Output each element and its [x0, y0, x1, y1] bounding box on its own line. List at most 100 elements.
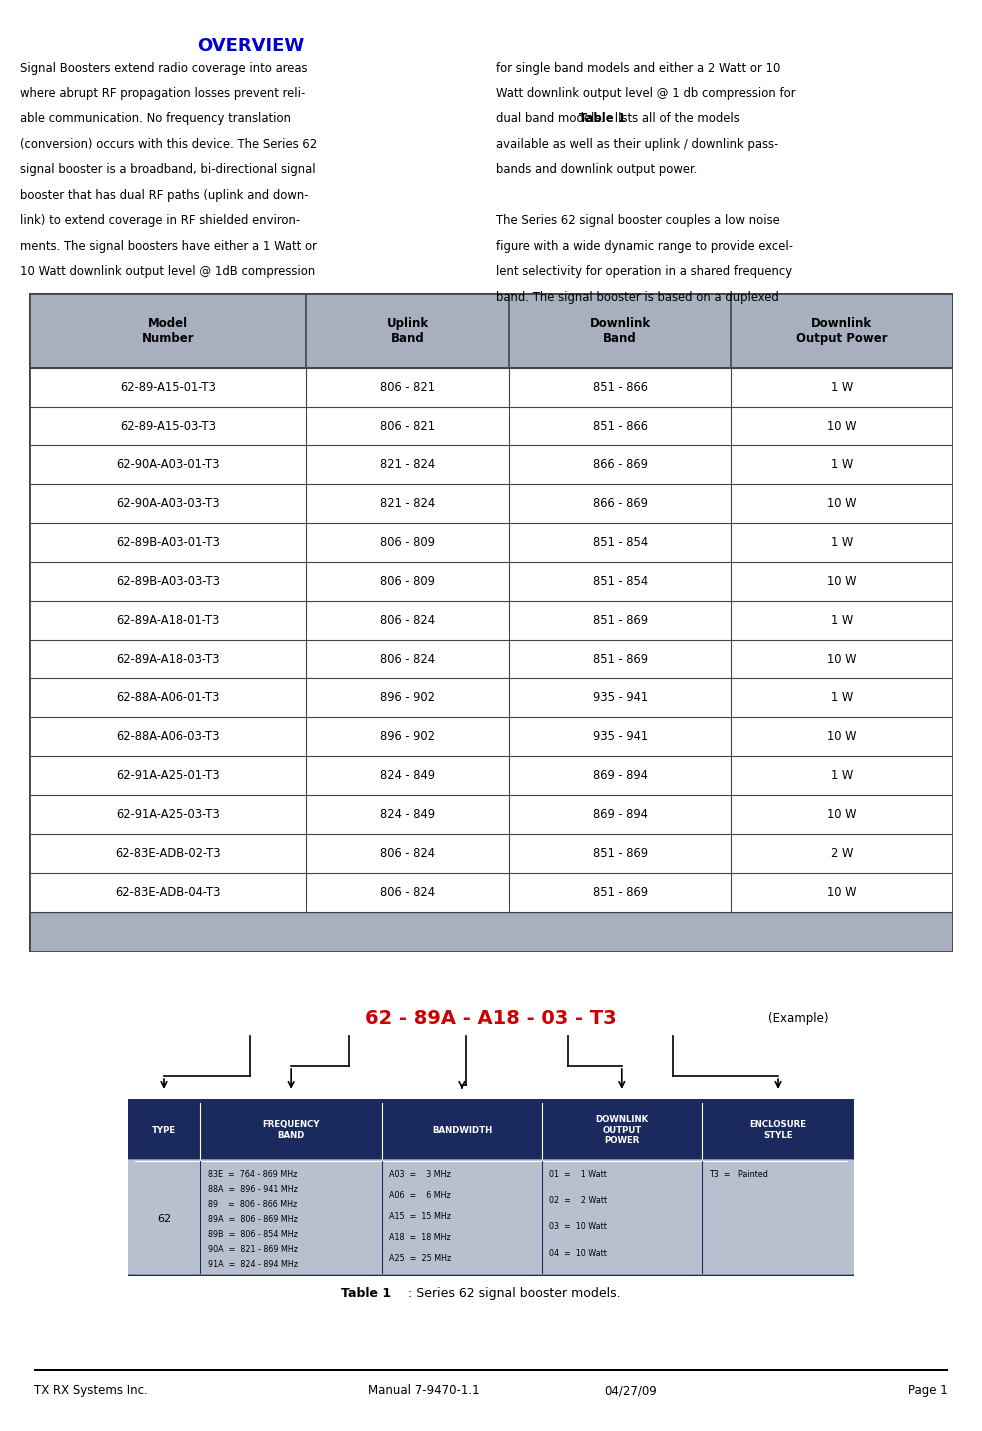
Text: 821 - 824: 821 - 824 [380, 497, 435, 511]
Text: 851 - 854: 851 - 854 [593, 537, 648, 550]
Text: 806 - 824: 806 - 824 [380, 614, 435, 627]
Text: Table 1: Table 1 [579, 113, 626, 126]
Text: lent selectivity for operation in a shared frequency: lent selectivity for operation in a shar… [496, 265, 792, 278]
Text: bands and downlink output power.: bands and downlink output power. [496, 163, 697, 176]
Text: ENCLOSURE
STYLE: ENCLOSURE STYLE [749, 1120, 806, 1139]
Text: 03  =  10 Watt: 03 = 10 Watt [549, 1222, 607, 1231]
Text: 1 W: 1 W [831, 768, 853, 783]
FancyBboxPatch shape [117, 1096, 865, 1279]
FancyBboxPatch shape [124, 1159, 858, 1275]
Text: 1 W: 1 W [831, 381, 853, 394]
Text: DOWNLINK
OUTPUT
POWER: DOWNLINK OUTPUT POWER [595, 1115, 648, 1145]
Text: 62-88A-A06-03-T3: 62-88A-A06-03-T3 [116, 730, 220, 743]
Text: band. The signal booster is based on a duplexed: band. The signal booster is based on a d… [496, 290, 779, 303]
Text: 62-91A-A25-01-T3: 62-91A-A25-01-T3 [116, 768, 220, 783]
Text: 10 W: 10 W [827, 886, 856, 899]
Text: 62-89A-A18-03-T3: 62-89A-A18-03-T3 [116, 653, 220, 665]
Text: 62 - 89A - A18 - 03 - T3: 62 - 89A - A18 - 03 - T3 [365, 1009, 617, 1029]
Text: (Example): (Example) [768, 1012, 829, 1026]
Text: Page 1: Page 1 [908, 1384, 948, 1398]
Text: 62-89-A15-01-T3: 62-89-A15-01-T3 [120, 381, 216, 394]
Text: 02  =    2 Watt: 02 = 2 Watt [549, 1196, 607, 1205]
Text: 1 W: 1 W [831, 458, 853, 471]
Text: Uplink
Band: Uplink Band [387, 316, 429, 345]
Text: dual band models.: dual band models. [496, 113, 608, 126]
Text: 869 - 894: 869 - 894 [593, 809, 648, 821]
Text: 10 W: 10 W [827, 809, 856, 821]
Text: 90A  =  821 - 869 MHz: 90A = 821 - 869 MHz [207, 1245, 298, 1254]
Text: 935 - 941: 935 - 941 [593, 691, 648, 704]
Text: 62-83E-ADB-02-T3: 62-83E-ADB-02-T3 [115, 847, 221, 860]
Text: 851 - 869: 851 - 869 [593, 847, 648, 860]
Text: 10 W: 10 W [827, 730, 856, 743]
Text: 806 - 821: 806 - 821 [380, 419, 435, 432]
Text: A25  =  25 MHz: A25 = 25 MHz [389, 1254, 452, 1262]
Text: 10 W: 10 W [827, 653, 856, 665]
Text: 824 - 849: 824 - 849 [380, 809, 435, 821]
Text: 62-89-A15-03-T3: 62-89-A15-03-T3 [120, 419, 216, 432]
Text: for single band models and either a 2 Watt or 10: for single band models and either a 2 Wa… [496, 62, 781, 74]
Text: 10 Watt downlink output level @ 1dB compression: 10 Watt downlink output level @ 1dB comp… [20, 265, 315, 278]
Text: TYPE: TYPE [152, 1126, 176, 1135]
Text: 62-90A-A03-03-T3: 62-90A-A03-03-T3 [116, 497, 220, 511]
Text: A06  =    6 MHz: A06 = 6 MHz [389, 1191, 451, 1201]
Text: Manual 7-9470-1.1: Manual 7-9470-1.1 [368, 1384, 480, 1398]
Text: 935 - 941: 935 - 941 [593, 730, 648, 743]
Text: TX RX Systems Inc.: TX RX Systems Inc. [34, 1384, 148, 1398]
Text: able communication. No frequency translation: able communication. No frequency transla… [20, 113, 291, 126]
Text: 806 - 824: 806 - 824 [380, 886, 435, 899]
Text: 806 - 821: 806 - 821 [380, 381, 435, 394]
Text: The Series 62 signal booster couples a low noise: The Series 62 signal booster couples a l… [496, 215, 780, 228]
Text: 62-88A-A06-01-T3: 62-88A-A06-01-T3 [116, 691, 220, 704]
Text: 62-89B-A03-03-T3: 62-89B-A03-03-T3 [116, 575, 220, 588]
Text: link) to extend coverage in RF shielded environ-: link) to extend coverage in RF shielded … [20, 215, 300, 228]
Text: A03  =    3 MHz: A03 = 3 MHz [389, 1171, 451, 1179]
Text: 62: 62 [157, 1213, 171, 1224]
Text: ments. The signal boosters have either a 1 Watt or: ments. The signal boosters have either a… [20, 240, 316, 253]
Text: 10 W: 10 W [827, 497, 856, 511]
Text: figure with a wide dynamic range to provide excel-: figure with a wide dynamic range to prov… [496, 240, 792, 253]
Text: OVERVIEW: OVERVIEW [196, 37, 304, 56]
Text: 88A  =  896 - 941 MHz: 88A = 896 - 941 MHz [207, 1185, 298, 1193]
Text: FREQUENCY
BAND: FREQUENCY BAND [262, 1120, 320, 1139]
Text: Watt downlink output level @ 1 db compression for: Watt downlink output level @ 1 db compre… [496, 87, 795, 100]
Text: 896 - 902: 896 - 902 [380, 730, 435, 743]
Text: 62-90A-A03-01-T3: 62-90A-A03-01-T3 [116, 458, 220, 471]
Text: 824 - 849: 824 - 849 [380, 768, 435, 783]
Text: 866 - 869: 866 - 869 [593, 497, 648, 511]
Text: 1 W: 1 W [831, 537, 853, 550]
Text: where abrupt RF propagation losses prevent reli-: where abrupt RF propagation losses preve… [20, 87, 304, 100]
Text: (conversion) occurs with this device. The Series 62: (conversion) occurs with this device. Th… [20, 137, 317, 150]
Text: 821 - 824: 821 - 824 [380, 458, 435, 471]
Text: 83E  =  764 - 869 MHz: 83E = 764 - 869 MHz [207, 1171, 297, 1179]
Text: 04  =  10 Watt: 04 = 10 Watt [549, 1248, 607, 1258]
Text: 10 W: 10 W [827, 419, 856, 432]
Text: Table 1: Table 1 [341, 1286, 391, 1301]
Text: A15  =  15 MHz: A15 = 15 MHz [389, 1212, 452, 1221]
Text: booster that has dual RF paths (uplink and down-: booster that has dual RF paths (uplink a… [20, 189, 308, 202]
Text: BANDWIDTH: BANDWIDTH [432, 1126, 492, 1135]
Text: 851 - 866: 851 - 866 [593, 381, 648, 394]
Text: 2 W: 2 W [831, 847, 853, 860]
Text: Model
Number: Model Number [141, 316, 194, 345]
Text: 896 - 902: 896 - 902 [380, 691, 435, 704]
Text: 04/27/09: 04/27/09 [604, 1384, 657, 1398]
Text: 806 - 824: 806 - 824 [380, 847, 435, 860]
Text: 869 - 894: 869 - 894 [593, 768, 648, 783]
Text: 851 - 854: 851 - 854 [593, 575, 648, 588]
Text: lists all of the models: lists all of the models [611, 113, 740, 126]
Text: : Series 62 signal booster models.: : Series 62 signal booster models. [408, 1286, 621, 1301]
Text: 1 W: 1 W [831, 691, 853, 704]
Text: Signal Boosters extend radio coverage into areas: Signal Boosters extend radio coverage in… [20, 62, 307, 74]
Text: 62-83E-ADB-04-T3: 62-83E-ADB-04-T3 [115, 886, 221, 899]
Text: Downlink
Output Power: Downlink Output Power [796, 316, 888, 345]
Text: 806 - 824: 806 - 824 [380, 653, 435, 665]
Text: 01  =    1 Watt: 01 = 1 Watt [549, 1171, 607, 1179]
Text: 89A  =  806 - 869 MHz: 89A = 806 - 869 MHz [207, 1215, 298, 1224]
Text: 866 - 869: 866 - 869 [593, 458, 648, 471]
Text: 10 W: 10 W [827, 575, 856, 588]
Text: 62-89A-A18-01-T3: 62-89A-A18-01-T3 [116, 614, 220, 627]
Text: Downlink
Band: Downlink Band [589, 316, 651, 345]
Text: 89B  =  806 - 854 MHz: 89B = 806 - 854 MHz [207, 1229, 298, 1239]
Text: A18  =  18 MHz: A18 = 18 MHz [389, 1232, 451, 1242]
